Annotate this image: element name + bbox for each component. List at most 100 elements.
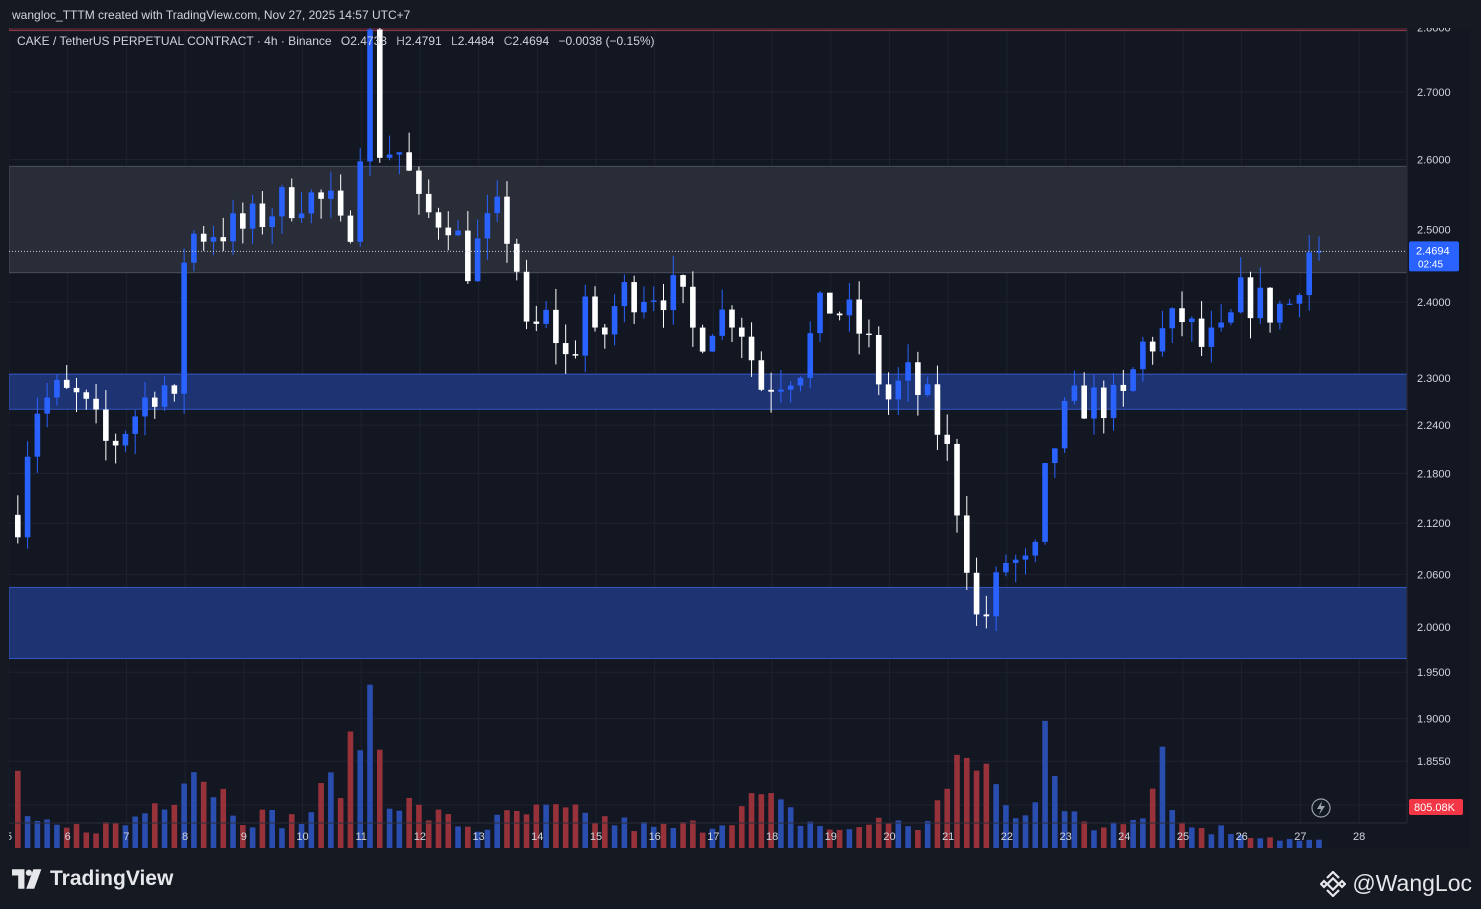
candle-body: [1286, 303, 1293, 305]
volume-bar: [103, 822, 109, 848]
volume-bar: [318, 783, 324, 848]
volume-bar: [621, 817, 628, 848]
volume-bar: [768, 793, 774, 848]
volume-bar: [1316, 839, 1322, 848]
volume-bar: [680, 822, 686, 848]
volume-bar: [230, 815, 236, 848]
volume-bar: [161, 809, 168, 848]
x-tick-label: 28: [1353, 831, 1365, 843]
candle-body: [308, 192, 315, 214]
x-tick-label: 19: [825, 831, 837, 843]
candle-body: [758, 360, 765, 390]
volume-bar: [787, 807, 794, 848]
volume-bar: [1159, 746, 1166, 848]
volume-bar: [846, 829, 853, 848]
candle-body: [367, 29, 373, 162]
tradingview-logo-text: TradingView: [50, 867, 174, 890]
volume-bar: [1042, 720, 1048, 848]
volume-bar: [1140, 818, 1146, 848]
candle-body: [1228, 312, 1234, 323]
candle-body: [963, 515, 970, 573]
tradingview-logo[interactable]: TradingView: [12, 867, 173, 891]
y-tick-label: 2.1200: [1417, 518, 1451, 530]
x-tick-label: 21: [942, 831, 954, 843]
candle-body: [1198, 318, 1205, 347]
author-watermark: @WangLoc: [1320, 870, 1472, 897]
candle-body: [787, 385, 794, 390]
volume-bar: [866, 824, 872, 848]
candle-body: [465, 230, 471, 282]
candle-body: [484, 213, 491, 239]
candle-body: [738, 327, 745, 337]
candle-body: [494, 196, 500, 214]
volume-tag-value: 805.08K: [1414, 802, 1456, 814]
volume-bar: [1130, 819, 1136, 848]
candle-body: [846, 299, 853, 316]
candle-body: [562, 343, 569, 355]
volume-bar: [719, 825, 726, 848]
candle-body: [1012, 559, 1019, 563]
candle-body: [73, 387, 80, 393]
volume-bar: [484, 829, 491, 848]
candle-body: [1071, 385, 1078, 401]
support-zone: [9, 373, 1408, 410]
candle-body: [386, 154, 393, 158]
x-tick-label: 10: [296, 831, 308, 843]
y-tick-label: 2.0600: [1417, 569, 1451, 581]
volume-bar: [367, 684, 373, 848]
candle-body: [1267, 287, 1273, 323]
volume-bar: [641, 822, 647, 848]
candle-body: [993, 572, 999, 617]
candle-body: [924, 384, 931, 396]
candle-body: [1159, 328, 1166, 352]
volume-bar: [533, 804, 540, 848]
candle-body: [934, 384, 941, 435]
x-tick-label: 22: [1001, 831, 1013, 843]
lightning-icon-bolt: [1317, 801, 1325, 815]
candle-body: [611, 306, 618, 335]
candle-body: [24, 456, 31, 538]
volume-bar: [1179, 822, 1185, 848]
volume-bar: [983, 763, 990, 848]
candle-body: [895, 380, 902, 400]
candle-body: [954, 443, 960, 516]
candle-body: [181, 262, 187, 394]
lightning-icon[interactable]: [1311, 798, 1331, 818]
candle-body: [1032, 541, 1039, 556]
volume-bar: [778, 799, 784, 848]
x-tick-label: 7: [123, 831, 129, 843]
volume-bar: [279, 828, 285, 848]
candle-body: [1237, 277, 1244, 313]
x-tick-label: 15: [590, 831, 602, 843]
x-tick-label: 27: [1294, 831, 1306, 843]
candle-body: [513, 243, 520, 272]
candle-body: [240, 213, 246, 229]
legend-close-label: C: [503, 34, 513, 48]
candle-body: [973, 572, 980, 615]
candle-body: [103, 409, 109, 441]
candle-body: [1316, 251, 1322, 253]
x-tick-label: 6: [65, 831, 71, 843]
volume-bar: [973, 770, 980, 848]
candle-body: [249, 203, 256, 229]
volume-bar: [1061, 811, 1068, 848]
volume-bar: [1208, 834, 1215, 848]
x-tick-label: 12: [414, 831, 426, 843]
candle-body: [778, 389, 784, 392]
candle-body: [406, 152, 412, 171]
candle-body: [328, 190, 334, 199]
volume-bar: [465, 826, 471, 848]
price-chart[interactable]: 3.30003.20003.10003.00002.90002.80002.70…: [9, 28, 1470, 848]
candle-body: [729, 309, 735, 328]
candle-body: [1208, 327, 1215, 347]
candle-body: [1042, 463, 1048, 542]
y-tick-label: 2.0000: [1417, 622, 1451, 634]
chart-area[interactable]: 3.30003.20003.10003.00002.90002.80002.70…: [9, 28, 1470, 848]
candle-body: [533, 321, 540, 324]
candle-body: [220, 237, 227, 242]
volume-bar: [934, 800, 941, 848]
candle-body: [885, 384, 892, 400]
candle-body: [93, 398, 99, 410]
volume-bar: [494, 814, 500, 848]
watermark-text: @WangLoc: [1352, 870, 1472, 896]
